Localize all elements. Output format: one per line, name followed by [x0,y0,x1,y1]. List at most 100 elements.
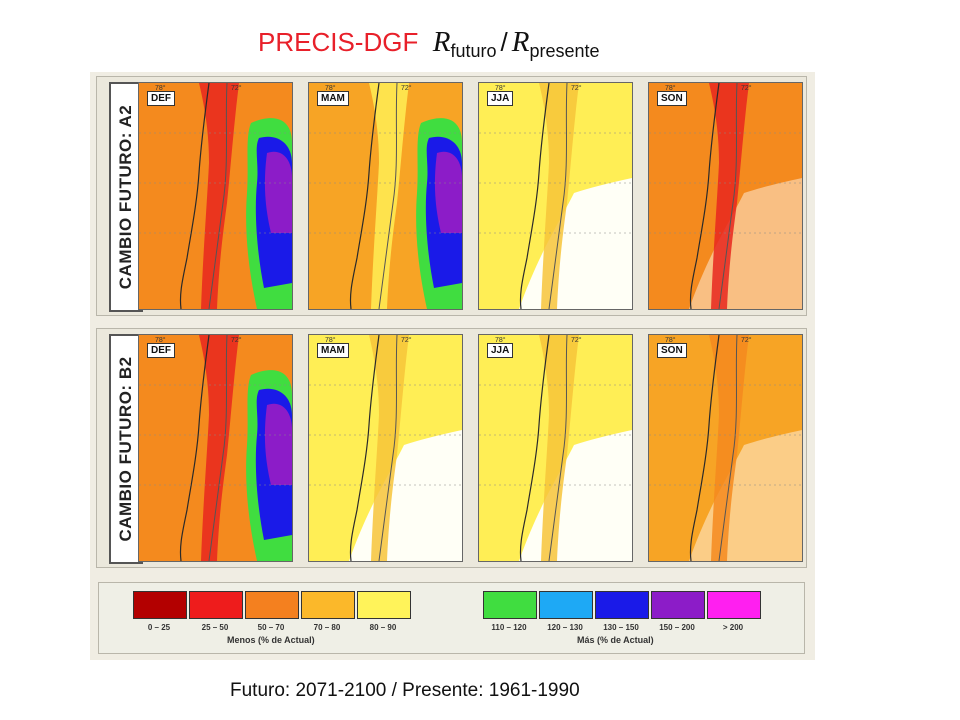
country-border [718,83,738,309]
numerator-subscript: futuro [450,41,497,61]
season-label: DEF [147,91,175,106]
wetter-region-purple [264,403,292,485]
map-panel: SON 78° 72° [648,82,803,310]
legend-swatch [595,591,649,619]
country-border [378,83,398,309]
accent-ratio-band [539,83,579,309]
longitude-label: 72° [741,85,752,92]
accent-ratio-band [199,335,239,561]
accent-ratio-band [199,83,239,309]
legend-less-title: Menos (% de Actual) [227,635,315,645]
legend-label: 130 – 150 [603,623,639,632]
legend-more-title: Más (% de Actual) [577,635,654,645]
country-border [208,335,228,561]
accent-ratio-band [369,83,409,309]
coastline [689,83,720,309]
color-legend: 0 – 25 25 – 50 50 – 70 70 – 80 80 – 90 110 –… [98,582,805,654]
legend-swatch [301,591,355,619]
coastline [349,83,380,309]
precipitation-map [309,335,462,561]
legend-label: 25 – 50 [201,623,229,632]
legend-swatch [245,591,299,619]
accent-ratio-band [709,335,749,561]
scenario-label-box: CAMBIO FUTURO: A2 [109,82,143,312]
longitude-label: 78° [665,337,676,344]
map-panel: DEF 78° 72° [138,82,293,310]
legend-swatch [539,591,593,619]
wetter-region-purple [264,151,292,233]
map-panel: DEF 78° 72° [138,334,293,562]
ratio-separator: / [500,27,508,57]
legend-label: 70 – 80 [313,623,341,632]
season-label: SON [657,343,687,358]
legend-label: 110 – 120 [491,623,527,632]
precipitation-map [139,83,292,309]
slide-title: PRECIS-DGF Rfuturo / Rpresente [258,26,600,66]
wetter-region-purple [434,151,462,233]
season-label: MAM [317,343,349,358]
country-border [548,83,568,309]
legend-swatch [189,591,243,619]
model-name: PRECIS-DGF [258,27,419,57]
longitude-label: 78° [495,337,506,344]
longitude-label: 72° [571,337,582,344]
longitude-label: 72° [741,337,752,344]
ratio-symbol-numerator: R [432,26,451,58]
legend-label: 80 – 90 [369,623,397,632]
legend-label: 50 – 70 [257,623,285,632]
season-label: JJA [487,91,514,106]
map-panel: SON 78° 72° [648,334,803,562]
scenario-label: CAMBIO FUTURO: A2 [116,104,135,290]
precipitation-map [649,83,802,309]
precipitation-ratio-figure: CAMBIO FUTURO: A2 CAMBIO FUTURO: B2 DEF 7… [90,72,815,660]
precipitation-map [479,83,632,309]
season-label: JJA [487,343,514,358]
season-label: DEF [147,343,175,358]
precipitation-map [479,335,632,561]
legend-swatch [651,591,705,619]
coastline [179,335,210,561]
longitude-label: 72° [231,85,242,92]
coastline [689,335,720,561]
coastline [349,335,380,561]
legend-label: 120 – 130 [547,623,583,632]
longitude-label: 78° [325,337,336,344]
coastline [519,83,550,309]
legend-label: 0 – 25 [147,623,171,632]
season-label: MAM [317,91,349,106]
longitude-label: 78° [325,85,336,92]
legend-swatch [483,591,537,619]
country-border [378,335,398,561]
period-caption: Futuro: 2071-2100 / Presente: 1961-1990 [230,680,580,701]
country-border [718,335,738,561]
country-border [548,335,568,561]
accent-ratio-band [539,335,579,561]
legend-swatch [133,591,187,619]
coastline [179,83,210,309]
longitude-label: 72° [571,85,582,92]
season-label: SON [657,91,687,106]
denominator-subscript: presente [529,41,600,61]
longitude-label: 78° [155,85,166,92]
precipitation-map [309,83,462,309]
coastline [519,335,550,561]
scenario-label: CAMBIO FUTURO: B2 [116,356,135,542]
accent-ratio-band [369,335,409,561]
accent-ratio-band [709,83,749,309]
precipitation-map [649,335,802,561]
legend-swatch [707,591,761,619]
longitude-label: 78° [495,85,506,92]
longitude-label: 78° [155,337,166,344]
legend-swatch [357,591,411,619]
map-panel: JJA 78° 72° [478,334,633,562]
legend-label: 150 – 200 [659,623,695,632]
country-border [208,83,228,309]
longitude-label: 72° [401,337,412,344]
map-panel: JJA 78° 72° [478,82,633,310]
precipitation-map [139,335,292,561]
longitude-label: 72° [401,85,412,92]
longitude-label: 72° [231,337,242,344]
map-panel: MAM 78° 72° [308,82,463,310]
legend-label: > 200 [722,623,744,632]
ratio-symbol-denominator: R [511,26,530,58]
